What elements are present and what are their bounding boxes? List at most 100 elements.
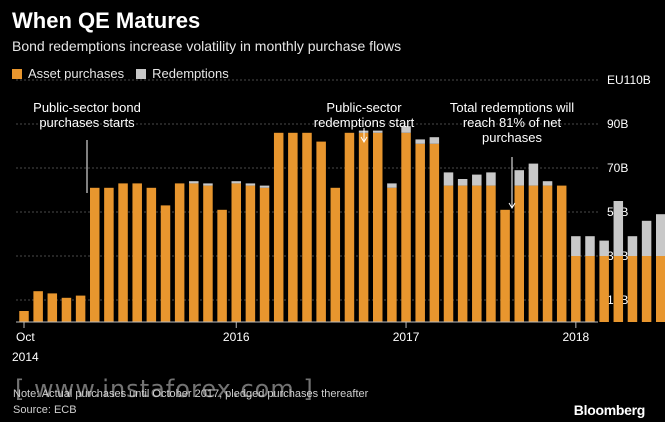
bar-redemptions	[189, 181, 199, 184]
annotation-arrowhead	[508, 202, 516, 209]
bar-asset-purchases	[146, 187, 157, 322]
bar-redemptions	[585, 236, 595, 256]
annotation-line: Public-sector bond	[33, 100, 141, 115]
bar-redemptions	[641, 220, 652, 256]
bar-asset-purchases	[344, 132, 355, 322]
bar-asset-purchases	[514, 185, 524, 322]
bar-asset-purchases	[316, 141, 326, 322]
bar-redemptions	[401, 126, 411, 133]
legend-label-asset-purchases: Asset purchases	[28, 66, 125, 81]
bar-redemptions	[486, 172, 496, 186]
bar-redemptions	[542, 181, 553, 186]
legend-swatch-asset-purchases	[12, 68, 22, 79]
y-tick-label: 90B	[607, 117, 628, 131]
annotation-line: reach 81% of net	[463, 115, 562, 130]
x-tick-label: 2016	[223, 330, 250, 344]
bar-asset-purchases	[401, 132, 411, 322]
bar-asset-purchases	[174, 183, 185, 322]
bar-asset-purchases	[472, 185, 482, 322]
bar-asset-purchases	[443, 185, 454, 322]
annotation-line: purchases starts	[39, 115, 135, 130]
bar-asset-purchases	[486, 185, 496, 322]
annotation-line: Total redemptions will	[450, 100, 574, 115]
bar-asset-purchases	[47, 293, 58, 322]
bar-asset-purchases	[542, 185, 553, 322]
bar-asset-purchases	[33, 291, 43, 322]
bar-asset-purchases	[571, 256, 581, 322]
bar-redemptions	[387, 183, 397, 188]
annotation-text: Public-sector bond purchases starts	[33, 100, 141, 130]
bar-asset-purchases	[358, 132, 369, 322]
y-tick-label: EU110B	[607, 73, 651, 87]
bar-asset-purchases	[613, 256, 624, 322]
bar-asset-purchases	[656, 256, 665, 322]
bar-redemptions	[415, 139, 425, 144]
x-tick-sublabel: 2014	[12, 350, 39, 364]
bar-redemptions	[429, 137, 440, 144]
legend: Asset purchases Redemptions	[12, 66, 241, 81]
bar-asset-purchases	[457, 185, 468, 322]
bar-redemptions	[613, 201, 624, 256]
bar-asset-purchases	[160, 205, 171, 322]
bar-asset-purchases	[599, 256, 609, 322]
bar-asset-purchases	[61, 297, 72, 322]
legend-swatch-redemptions	[136, 68, 147, 79]
bar-asset-purchases	[627, 256, 638, 322]
source-note: Source: ECB	[13, 404, 77, 416]
bar-asset-purchases	[302, 132, 312, 322]
annotation-line: redemptions start	[314, 115, 415, 130]
x-tick-label: 2018	[562, 330, 589, 344]
bar-asset-purchases	[641, 256, 652, 322]
bar-asset-purchases	[387, 187, 397, 322]
bar-redemptions	[627, 236, 638, 256]
bar-asset-purchases	[231, 183, 241, 322]
bar-asset-purchases	[373, 132, 383, 322]
bar-asset-purchases	[585, 256, 595, 322]
y-tick-label: 70B	[607, 161, 628, 175]
bar-redemptions	[259, 185, 270, 188]
bar-redemptions	[514, 170, 524, 186]
bar-redemptions	[245, 183, 256, 186]
bloomberg-logo: Bloomberg	[573, 402, 646, 418]
bar-redemptions	[457, 179, 468, 186]
bar-redemptions	[599, 240, 609, 256]
bar-asset-purchases	[75, 295, 86, 322]
chart-title: When QE Matures	[12, 8, 201, 33]
bar-asset-purchases	[132, 183, 142, 322]
footnote: Note: Actual purchases until October 201…	[13, 388, 369, 400]
bar-asset-purchases	[259, 187, 270, 322]
bar-redemptions	[443, 172, 454, 186]
bar-asset-purchases	[217, 209, 227, 322]
bar-asset-purchases	[203, 185, 213, 322]
bar-asset-purchases	[273, 132, 284, 322]
legend-label-redemptions: Redemptions	[152, 66, 229, 81]
annotation-line: Public-sector	[326, 100, 402, 115]
bar-asset-purchases	[288, 132, 298, 322]
bar-asset-purchases	[118, 183, 128, 322]
x-tick-label: Oct	[16, 330, 35, 344]
bar-asset-purchases	[556, 185, 567, 322]
bar-asset-purchases	[528, 185, 539, 322]
watermark: [ www.instaforex.com ]	[15, 375, 314, 403]
bar-asset-purchases	[330, 187, 341, 322]
annotation-text: Total redemptions will reach 81% of net pu…	[450, 100, 574, 145]
bar-redemptions	[373, 130, 383, 133]
bar-redemptions	[203, 183, 213, 186]
bar-redemptions	[528, 163, 539, 186]
bar-asset-purchases	[415, 143, 425, 322]
bar-asset-purchases	[245, 185, 256, 322]
legend-item-redemptions: Redemptions	[136, 66, 229, 81]
bar-redemptions	[656, 214, 665, 256]
bar-asset-purchases	[90, 187, 100, 322]
x-tick-label: 2017	[393, 330, 420, 344]
annotation-line: purchases	[482, 130, 542, 145]
bar-asset-purchases	[19, 311, 29, 322]
legend-item-asset-purchases: Asset purchases	[12, 66, 124, 81]
bar-asset-purchases	[104, 187, 114, 322]
bar-redemptions	[571, 236, 581, 256]
chart-subtitle: Bond redemptions increase volatility in …	[12, 38, 402, 54]
bar-redemptions	[231, 181, 241, 184]
bar-redemptions	[472, 174, 482, 186]
annotation-arrowhead	[360, 136, 368, 143]
